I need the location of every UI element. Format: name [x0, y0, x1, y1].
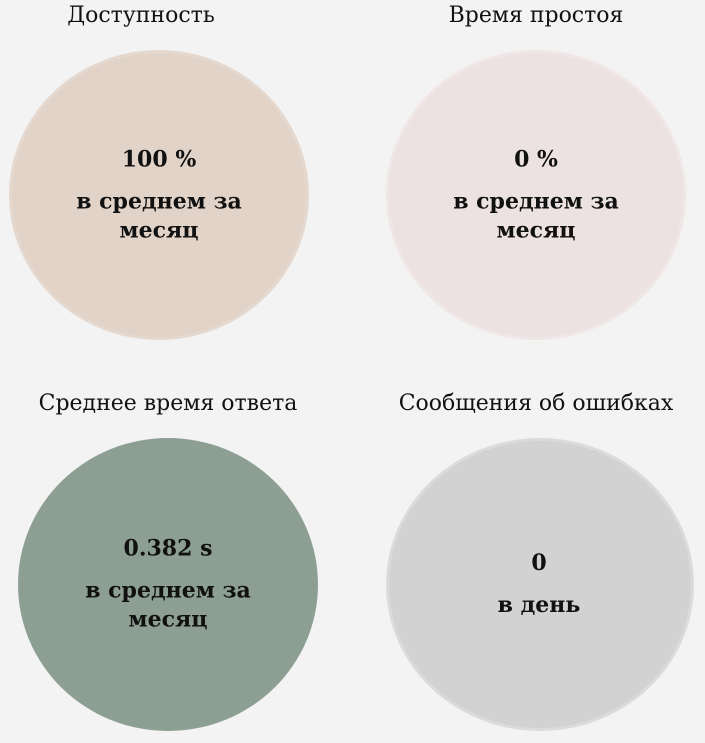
availability-stat: 100 % в среднем за месяц [39, 145, 279, 246]
error-messages-title: Сообщения об ошибках [398, 391, 674, 416]
error-messages-circle [386, 438, 694, 731]
availability-caption: в среднем за месяц [76, 188, 242, 244]
availability-title: Доступность [67, 3, 215, 28]
response-time-circle [18, 438, 318, 731]
downtime-stat: 0 % в среднем за месяц [416, 145, 656, 246]
availability-circle [9, 50, 309, 340]
downtime-title: Время простоя [448, 3, 624, 28]
error-messages-value: 0 [531, 550, 547, 576]
response-time-stat: 0.382 s в среднем за месяц [48, 534, 288, 635]
availability-value: 100 % [121, 146, 197, 173]
error-messages-caption: в день [497, 592, 581, 618]
downtime-circle [386, 50, 686, 340]
response-time-title: Среднее время ответа [38, 391, 298, 416]
response-time-caption: в среднем за месяц [85, 577, 251, 633]
error-messages-stat: 0 в день [419, 548, 659, 620]
downtime-caption: в среднем за месяц [453, 188, 619, 244]
response-time-value: 0.382 s [123, 535, 213, 562]
downtime-value: 0 % [514, 146, 558, 173]
